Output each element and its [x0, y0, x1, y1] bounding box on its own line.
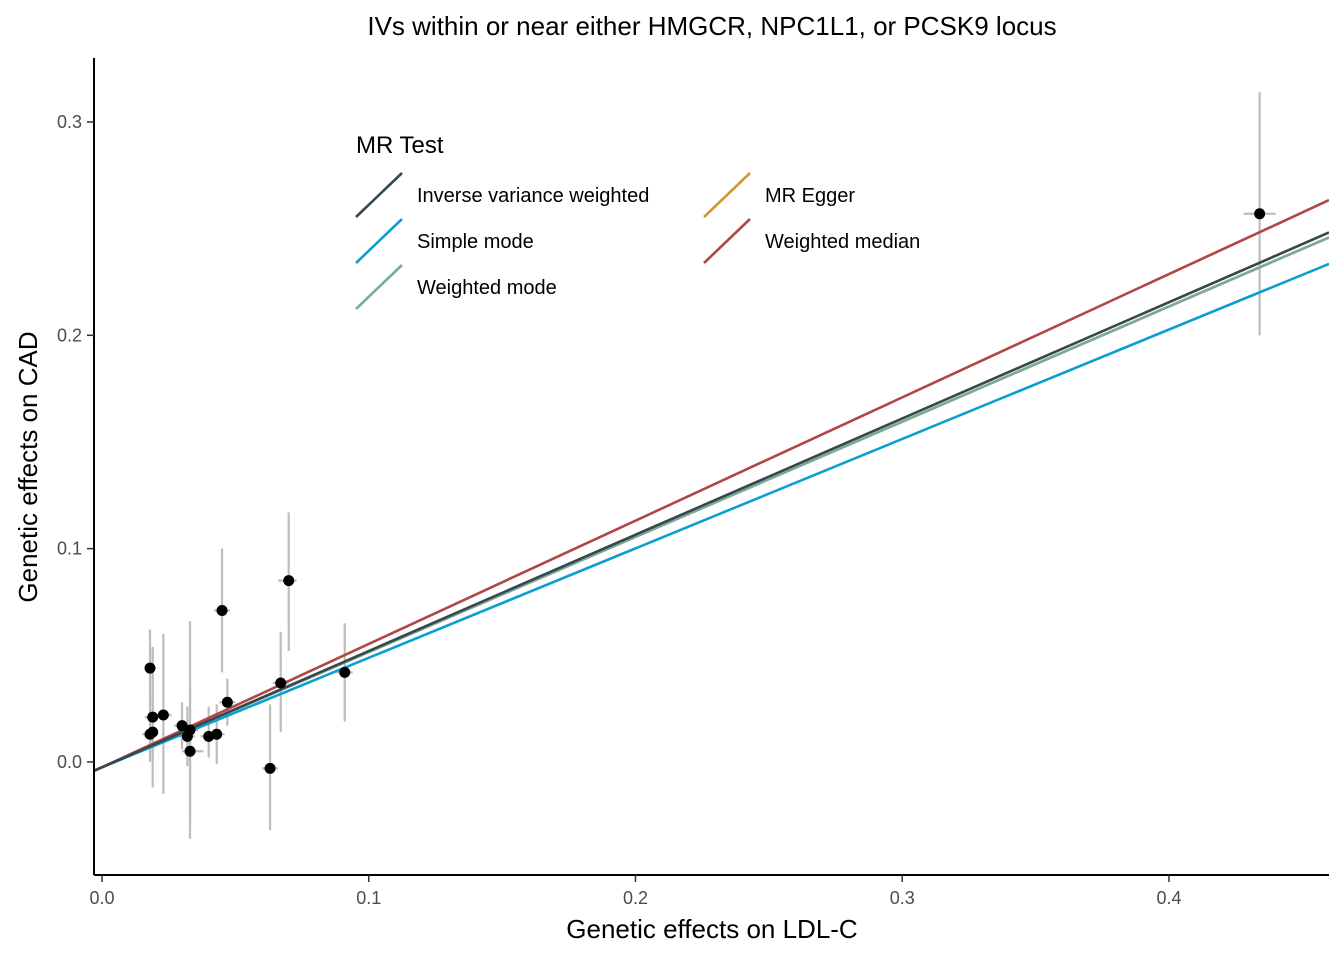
- x-tick-label: 0.1: [356, 888, 381, 908]
- legend-label: MR Egger: [765, 185, 855, 207]
- legend: MR Test Inverse variance weighted Simple …: [355, 132, 920, 310]
- data-point: [221, 696, 233, 708]
- legend-title: MR Test: [356, 132, 444, 159]
- chart-title: IVs within or near either HMGCR, NPC1L1,…: [367, 11, 1056, 41]
- data-point: [1254, 208, 1266, 220]
- data-point: [147, 711, 159, 723]
- y-tick-label: 0.1: [57, 539, 82, 559]
- legend-key-mr-egger: [703, 172, 751, 218]
- x-axis-ticks: 0.0 0.1 0.2 0.3 0.4: [89, 875, 1181, 908]
- data-point: [275, 677, 287, 689]
- fit-line-weighted-median: [94, 198, 1329, 773]
- data-point: [216, 604, 228, 616]
- legend-key-weighted-median: [703, 218, 751, 264]
- x-axis-label: Genetic effects on LDL-C: [566, 914, 857, 944]
- data-point: [283, 575, 295, 587]
- data-point: [147, 726, 159, 738]
- x-tick-label: 0.2: [623, 888, 648, 908]
- legend-items: Inverse variance weighted Simple mode Weig…: [355, 172, 920, 310]
- x-tick-label: 0.3: [890, 888, 915, 908]
- fit-line-simple-mode: [94, 262, 1329, 772]
- error-bars: [142, 92, 1276, 839]
- data-point: [144, 662, 156, 674]
- data-point: [339, 666, 351, 678]
- regression-lines: [94, 198, 1329, 773]
- y-axis-ticks: 0.0 0.1 0.2 0.3: [57, 112, 94, 772]
- data-point: [184, 724, 196, 736]
- data-point: [184, 745, 196, 757]
- y-tick-label: 0.2: [57, 325, 82, 345]
- data-point: [264, 762, 276, 774]
- legend-label: Simple mode: [417, 231, 534, 253]
- legend-key-simple-mode: [355, 218, 403, 264]
- x-tick-label: 0.0: [89, 888, 114, 908]
- legend-label: Inverse variance weighted: [417, 185, 649, 207]
- data-point: [157, 709, 169, 721]
- legend-key-weighted-mode: [355, 264, 403, 310]
- x-tick-label: 0.4: [1156, 888, 1181, 908]
- y-tick-label: 0.3: [57, 112, 82, 132]
- y-axis-label: Genetic effects on CAD: [13, 331, 43, 602]
- fit-line-inverse-variance-weighted: [94, 231, 1329, 772]
- legend-key-inverse-variance-weighted: [355, 172, 403, 218]
- legend-label: Weighted median: [765, 231, 920, 253]
- legend-label: Weighted mode: [417, 277, 557, 299]
- data-points: [144, 208, 1266, 774]
- data-point: [211, 728, 223, 740]
- y-tick-label: 0.0: [57, 752, 82, 772]
